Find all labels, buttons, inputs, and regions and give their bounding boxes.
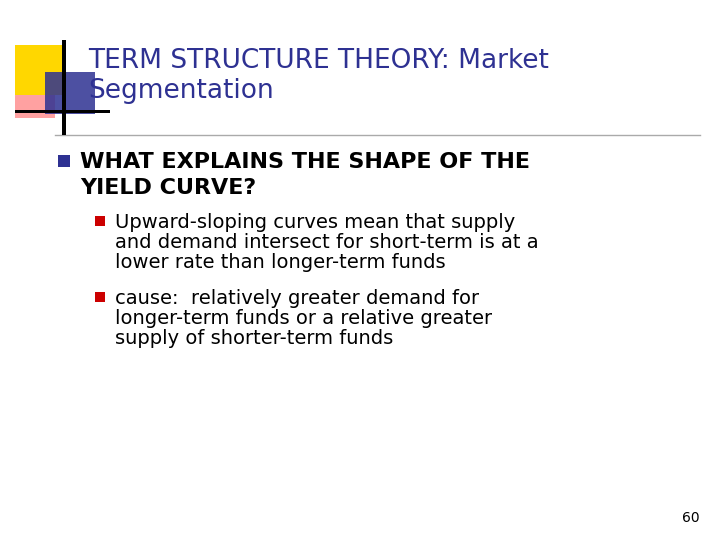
Text: longer-term funds or a relative greater: longer-term funds or a relative greater	[115, 309, 492, 328]
Text: and demand intersect for short-term is at a: and demand intersect for short-term is a…	[115, 233, 539, 252]
Text: supply of shorter-term funds: supply of shorter-term funds	[115, 329, 393, 348]
Text: cause:  relatively greater demand for: cause: relatively greater demand for	[115, 289, 479, 308]
Bar	[45, 72, 95, 114]
Bar	[15, 110, 110, 113]
Text: lower rate than longer-term funds: lower rate than longer-term funds	[115, 253, 446, 272]
Bar	[95, 292, 105, 302]
Text: TERM STRUCTURE THEORY: Market: TERM STRUCTURE THEORY: Market	[88, 48, 549, 74]
Bar	[15, 78, 55, 118]
Bar	[62, 40, 66, 135]
Bar	[95, 216, 105, 226]
Text: 60: 60	[683, 511, 700, 525]
Text: WHAT EXPLAINS THE SHAPE OF THE: WHAT EXPLAINS THE SHAPE OF THE	[80, 152, 530, 172]
Text: Upward-sloping curves mean that supply: Upward-sloping curves mean that supply	[115, 213, 516, 232]
Text: YIELD CURVE?: YIELD CURVE?	[80, 178, 256, 198]
Bar	[15, 45, 65, 95]
Bar	[58, 155, 70, 167]
Text: Segmentation: Segmentation	[88, 78, 274, 104]
